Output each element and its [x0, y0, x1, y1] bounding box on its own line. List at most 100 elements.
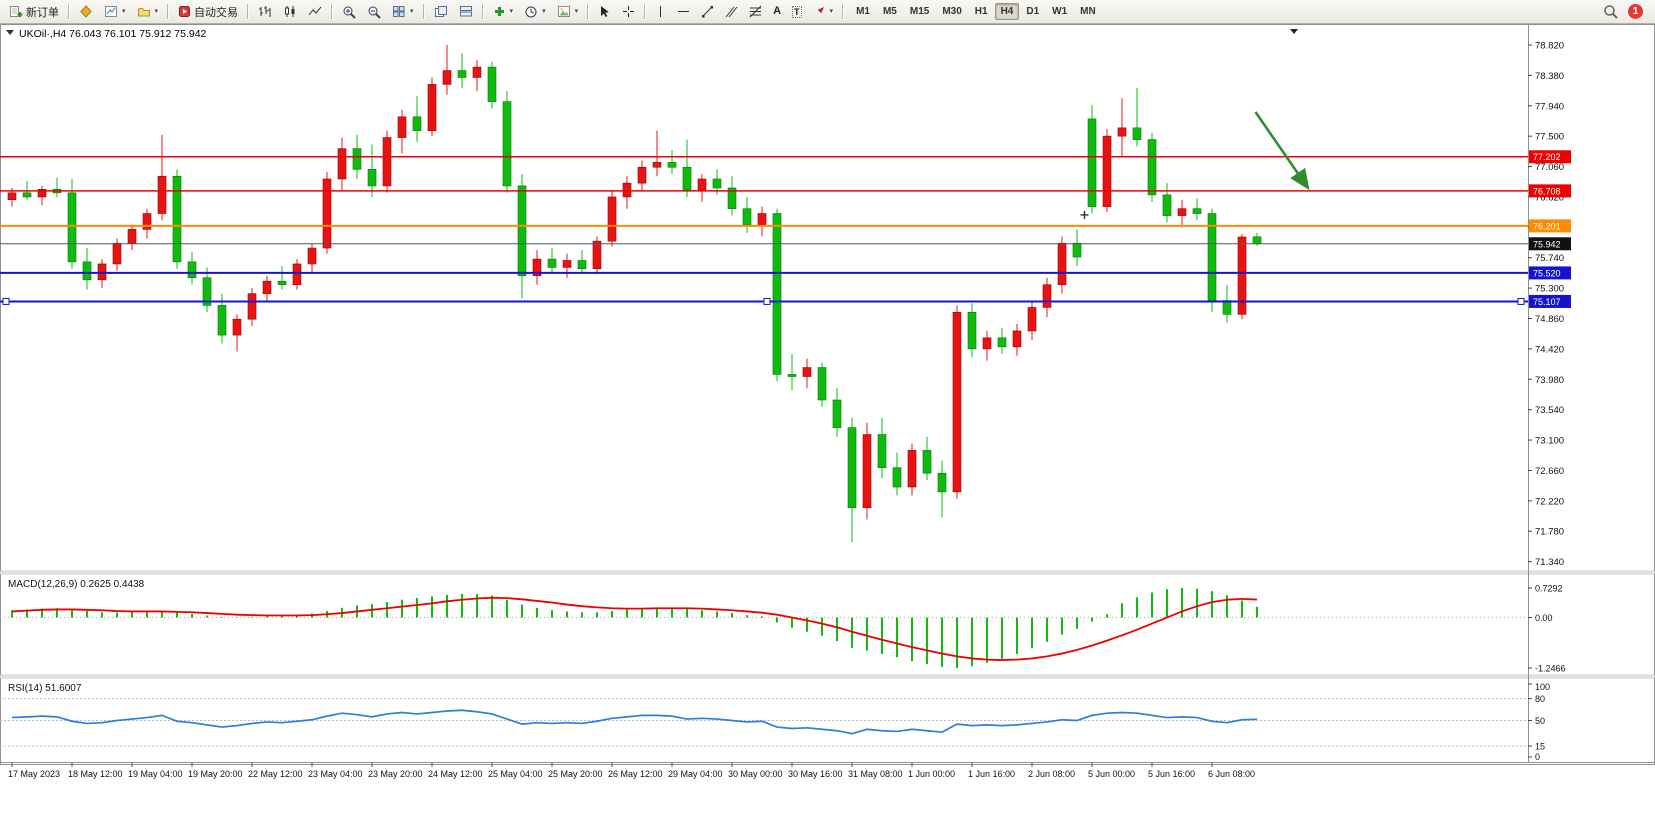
svg-text:50: 50 — [1535, 716, 1545, 726]
svg-text:77.500: 77.500 — [1535, 132, 1564, 143]
svg-text:23 May 20:00: 23 May 20:00 — [368, 769, 423, 779]
autotrading-label: 自动交易 — [194, 6, 239, 19]
cursor-button[interactable] — [593, 1, 616, 23]
candlestick-chart-button[interactable] — [278, 1, 302, 23]
svg-text:75.300: 75.300 — [1535, 284, 1564, 295]
svg-text:73.540: 73.540 — [1535, 405, 1564, 416]
horizontal-line-tool-button[interactable] — [672, 1, 695, 23]
zoom-in-button[interactable] — [337, 1, 361, 23]
symbol-dropdown-icon[interactable] — [6, 30, 14, 35]
svg-text:71.780: 71.780 — [1535, 527, 1564, 538]
periods-button[interactable]: ▾ — [519, 1, 551, 23]
bar-chart-button[interactable] — [253, 1, 277, 23]
chart-menu-icon[interactable] — [1290, 29, 1298, 34]
timeframe-button-mn[interactable]: MN — [1080, 6, 1096, 17]
candle-body — [292, 263, 302, 285]
market-watch-button[interactable] — [74, 1, 98, 23]
autotrading-button[interactable]: 自动交易 — [173, 1, 243, 23]
fibonacci-tool-button[interactable] — [744, 1, 767, 23]
timeframe-button-h4[interactable]: H4 — [994, 3, 1020, 20]
line-handle[interactable] — [1517, 297, 1525, 305]
price-axis: 78.82078.38077.94077.50077.06076.62076.1… — [1528, 41, 1564, 568]
candle-body — [1147, 139, 1157, 196]
svg-text:30 May 16:00: 30 May 16:00 — [788, 769, 843, 779]
timeframe-button-m1[interactable]: M1 — [856, 6, 870, 17]
dropdown-caret-icon[interactable]: ▾ — [542, 8, 546, 15]
svg-text:19 May 04:00: 19 May 04:00 — [128, 769, 183, 779]
arrows-tool-button[interactable]: ▾ — [808, 1, 839, 23]
templates-button[interactable]: ▾ — [552, 1, 584, 23]
chart-area[interactable]: 78.82078.38077.94077.50077.06076.62076.1… — [0, 24, 1655, 830]
crosshair-button[interactable] — [617, 1, 640, 23]
timeframe-button-m15[interactable]: M15 — [909, 6, 930, 17]
line-handle[interactable] — [763, 297, 771, 305]
timeframe-button-m30[interactable]: M30 — [942, 6, 962, 17]
svg-text:72.660: 72.660 — [1535, 466, 1564, 477]
profiles-button[interactable]: ▾ — [132, 1, 164, 23]
svg-text:2 Jun 08:00: 2 Jun 08:00 — [1028, 769, 1075, 779]
new-chart-button[interactable]: ▾ — [99, 1, 131, 23]
trend-arrow[interactable] — [1254, 111, 1310, 191]
pane-separator[interactable] — [0, 570, 1655, 575]
candle-body — [1012, 330, 1022, 348]
channel-tool-button[interactable] — [720, 1, 743, 23]
chart-canvas[interactable]: 78.82078.38077.94077.50077.06076.62076.1… — [0, 24, 1655, 830]
notification-badge[interactable]: 1 — [1628, 4, 1643, 19]
candle-body — [1042, 284, 1052, 308]
indicators-button[interactable]: ▾ — [488, 1, 519, 23]
channel-icon — [725, 5, 738, 18]
dropdown-caret-icon[interactable]: ▾ — [154, 8, 159, 15]
text-tool-button[interactable]: A — [768, 1, 786, 23]
dropdown-caret-icon[interactable]: ▾ — [574, 8, 579, 15]
timeframe-button-m5[interactable]: M5 — [882, 6, 897, 17]
svg-text:74.420: 74.420 — [1535, 344, 1564, 355]
separator — [481, 4, 484, 19]
separator — [587, 4, 590, 19]
periods-icon — [524, 5, 538, 19]
line-chart-button[interactable] — [303, 1, 327, 23]
tile-windows-icon — [392, 5, 406, 18]
svg-text:1 Jun 00:00: 1 Jun 00:00 — [908, 769, 955, 779]
candle-body — [1177, 208, 1187, 216]
timeframe-button-d1[interactable]: D1 — [1026, 6, 1040, 17]
dropdown-caret-icon[interactable]: ▾ — [509, 8, 514, 15]
cascade-windows-button[interactable] — [429, 1, 453, 23]
search-button[interactable] — [1598, 1, 1623, 23]
candles — [7, 45, 1262, 543]
separator — [68, 4, 70, 19]
candle-body — [937, 472, 947, 493]
pane-separator[interactable] — [0, 674, 1655, 679]
new-order-icon — [9, 5, 23, 18]
candle-body — [922, 450, 932, 474]
tile-windows-button[interactable]: ▾ — [387, 1, 419, 23]
vertical-line-tool-button[interactable] — [650, 1, 671, 23]
timeframe-button-w1[interactable]: W1 — [1052, 6, 1068, 17]
candle-body — [517, 185, 527, 276]
timeframe-button-h1[interactable]: H1 — [974, 6, 988, 17]
svg-text:74.860: 74.860 — [1535, 314, 1564, 325]
price-tag — [1529, 219, 1571, 233]
trendline-tool-button[interactable] — [696, 1, 719, 23]
cross-marker[interactable] — [1080, 210, 1089, 219]
zoom-out-button[interactable] — [362, 1, 386, 23]
dropdown-caret-icon[interactable]: ▾ — [122, 8, 126, 15]
candle-body — [727, 187, 737, 209]
candle-body — [277, 280, 287, 285]
dropdown-caret-icon[interactable]: ▾ — [829, 8, 834, 15]
line-handle[interactable] — [2, 297, 10, 305]
candle-body — [1252, 236, 1262, 245]
candle-body — [202, 277, 212, 306]
svg-text:30 May 00:00: 30 May 00:00 — [728, 769, 783, 779]
macd-histogram — [11, 588, 1258, 668]
profiles-icon — [137, 5, 151, 18]
candle-body — [487, 66, 497, 102]
svg-text:78.820: 78.820 — [1535, 41, 1564, 52]
svg-text:25 May 04:00: 25 May 04:00 — [488, 769, 543, 779]
dropdown-caret-icon[interactable]: ▾ — [410, 8, 414, 15]
new-order-button[interactable]: 新订单 — [4, 1, 64, 23]
tile-horizontal-button[interactable] — [454, 1, 478, 23]
candle-body — [1237, 236, 1247, 315]
text-label-tool-button[interactable]: T — [787, 1, 807, 23]
separator — [247, 4, 250, 19]
svg-text:71.340: 71.340 — [1535, 557, 1564, 568]
